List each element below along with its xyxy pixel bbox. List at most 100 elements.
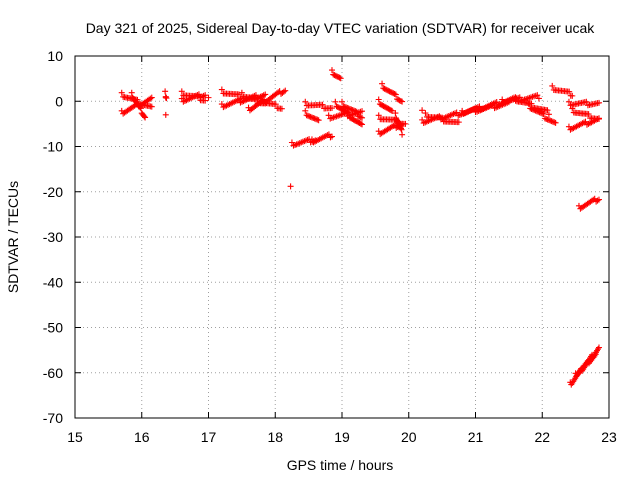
y-tick-label: -10: [43, 139, 63, 155]
data-point-isolated: [162, 111, 169, 118]
data-point: [353, 108, 360, 115]
data-point: [399, 131, 406, 138]
data-point: [311, 115, 318, 122]
x-tick-label: 20: [401, 429, 417, 445]
data-point: [314, 116, 321, 123]
x-tick-label: 22: [534, 429, 550, 445]
data-point: [544, 107, 551, 114]
y-tick-label: 10: [47, 48, 63, 64]
data-point: [536, 109, 543, 116]
data-point: [545, 117, 552, 124]
data-point: [340, 103, 347, 110]
data-point: [359, 121, 366, 128]
data-point: [547, 117, 554, 124]
data-point: [359, 114, 366, 121]
data-point: [118, 89, 125, 96]
x-tick-label: 17: [201, 429, 217, 445]
data-point: [238, 89, 245, 96]
data-point: [545, 111, 552, 118]
data-point: [308, 114, 315, 121]
data-point: [472, 105, 479, 112]
data-point: [319, 101, 326, 108]
data-point: [389, 107, 396, 114]
data-point: [375, 96, 382, 103]
data-point: [141, 113, 148, 120]
data-point: [528, 105, 535, 112]
data-point: [549, 118, 556, 125]
data-point: [332, 98, 339, 105]
data-point: [148, 94, 155, 101]
data-point: [218, 101, 225, 108]
data-point: [535, 95, 542, 102]
y-tick-label: -60: [43, 365, 63, 381]
data-point: [375, 112, 382, 119]
data-point: [302, 98, 309, 105]
data-point: [325, 112, 332, 119]
data-point: [453, 109, 460, 116]
data-point: [178, 95, 185, 102]
data-point: [583, 98, 590, 105]
data-point: [422, 110, 429, 117]
data-point: [387, 107, 394, 114]
x-tick-label: 23: [601, 429, 617, 445]
data-point: [476, 103, 483, 110]
data-point: [347, 105, 354, 112]
data-point: [399, 98, 406, 105]
y-tick-label: -30: [43, 229, 63, 245]
data-point: [397, 125, 404, 132]
data-point: [315, 117, 322, 124]
data-point: [218, 86, 225, 93]
data-point: [310, 114, 317, 121]
data-point: [527, 105, 534, 112]
data-point: [455, 119, 462, 126]
data-point: [235, 96, 242, 103]
data-point: [195, 91, 202, 98]
data-point: [352, 108, 359, 115]
data-point: [539, 110, 546, 117]
data-point: [288, 139, 295, 146]
data-point: [255, 95, 262, 102]
data-point: [582, 118, 589, 125]
data-point: [540, 110, 547, 117]
x-tick-label: 19: [334, 429, 350, 445]
data-point: [282, 87, 289, 94]
data-point: [328, 105, 335, 112]
data-point: [543, 115, 550, 122]
data-point: [534, 92, 541, 99]
data-point: [595, 196, 602, 203]
data-point: [459, 107, 466, 114]
data-point: [328, 67, 335, 74]
data-point: [272, 101, 279, 108]
data-point: [552, 119, 559, 126]
data-point: [398, 126, 405, 133]
y-axis-label: SDTVAR / TECUs: [5, 181, 21, 293]
data-point: [566, 88, 573, 95]
chart-title: Day 321 of 2025, Sidereal Day-to-day VTE…: [86, 20, 596, 36]
data-point: [355, 113, 362, 120]
data-point: [302, 107, 309, 114]
data-point: [544, 116, 551, 123]
data-point: [489, 101, 496, 108]
data-point: [137, 105, 144, 112]
data-point: [325, 131, 332, 138]
y-tick-label: -40: [43, 274, 63, 290]
data-point: [548, 118, 555, 125]
data-point: [529, 106, 536, 113]
data-point: [569, 92, 576, 99]
data-point-isolated: [205, 94, 212, 101]
data-point: [512, 94, 519, 101]
data-point: [585, 111, 592, 118]
data-point: [357, 114, 364, 121]
data-point-isolated: [162, 94, 169, 101]
data-point: [379, 80, 386, 87]
data-point: [147, 95, 154, 102]
data-point: [392, 110, 399, 117]
data-point: [595, 344, 602, 351]
y-tick-label: -20: [43, 184, 63, 200]
data-point: [356, 113, 363, 120]
data-point: [337, 75, 344, 82]
data-point-isolated: [419, 107, 426, 114]
data-point: [303, 112, 310, 119]
data-point: [349, 107, 356, 114]
